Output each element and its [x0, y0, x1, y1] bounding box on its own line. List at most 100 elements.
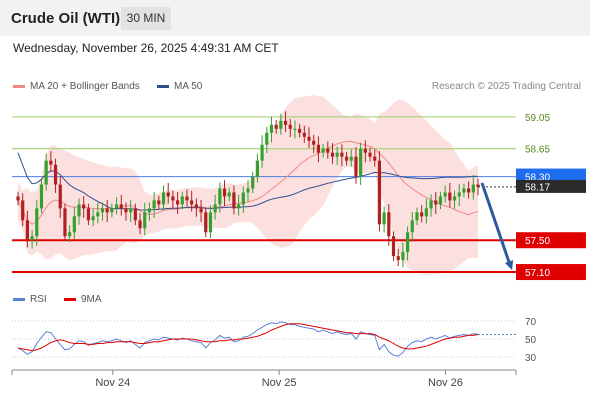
- candle-body: [114, 204, 119, 209]
- candle-body: [434, 200, 438, 205]
- candle-body: [16, 196, 20, 201]
- level-tag-57.10: [516, 264, 586, 281]
- candle-body: [208, 212, 213, 233]
- candle-body: [96, 212, 100, 217]
- legend-ma50-swatch: [157, 84, 169, 88]
- candle-body: [260, 144, 264, 161]
- candle-body: [283, 120, 288, 125]
- last-price-label: 58.17: [525, 182, 550, 193]
- candle-body: [467, 188, 471, 193]
- candle-body: [302, 132, 306, 137]
- candle-body: [39, 184, 44, 209]
- candle-body: [269, 124, 274, 133]
- candle-body: [476, 184, 480, 187]
- candle-body: [316, 144, 321, 153]
- forecast-arrow-shaft: [480, 182, 511, 263]
- x-tick-label-Nov 26: Nov 26: [428, 377, 463, 389]
- x-tick-label-Nov 24: Nov 24: [95, 377, 130, 389]
- candle-body: [171, 196, 175, 201]
- timeframe-button[interactable]: 30 MIN: [121, 7, 171, 30]
- candle-body: [185, 196, 189, 201]
- candle-body: [368, 152, 372, 157]
- candle-body: [241, 192, 245, 205]
- candle-body: [448, 192, 452, 201]
- candle-body: [218, 188, 222, 205]
- legend-ma20-swatch: [13, 84, 25, 88]
- candle-body: [274, 124, 278, 129]
- candle-body: [391, 236, 396, 257]
- candle-body: [405, 232, 410, 253]
- candle-body: [387, 212, 391, 237]
- candle-body: [152, 200, 156, 209]
- candle-body: [58, 184, 62, 209]
- candle-body: [199, 208, 203, 213]
- candle-body: [424, 208, 428, 217]
- candle-body: [25, 220, 29, 241]
- candle-body: [265, 132, 269, 145]
- legend-rsi-ma-swatch: [64, 297, 76, 301]
- candle-body: [124, 208, 128, 213]
- candle-body: [68, 232, 72, 237]
- candle-body: [293, 128, 297, 130]
- candle-body: [232, 192, 236, 209]
- copyright-text: Research © 2025 Trading Central: [431, 81, 581, 92]
- candle-body: [354, 156, 358, 177]
- candle-body: [21, 200, 25, 221]
- timestamp: Wednesday, November 26, 2025 4:49:31 AM …: [13, 41, 279, 55]
- legend-rsi-ma-label: 9MA: [81, 294, 102, 305]
- rsi-ma-line: [17, 323, 479, 352]
- candle-body: [288, 124, 292, 129]
- candle-body: [382, 212, 386, 225]
- rsi-level-label-50: 50: [525, 335, 537, 346]
- level-tag-57.50: [516, 232, 586, 249]
- last-price-tag: [516, 179, 586, 193]
- candle-body: [175, 200, 180, 205]
- candle-body: [255, 160, 259, 177]
- candle-body: [298, 128, 302, 133]
- candle-body: [35, 208, 39, 237]
- candle-body: [335, 152, 339, 157]
- candle-body: [82, 204, 86, 209]
- candle-body: [110, 208, 114, 213]
- candle-body: [340, 152, 344, 157]
- instrument-title: Crude Oil (WTI): [11, 10, 121, 27]
- candle-body: [194, 204, 198, 209]
- candle-body: [133, 208, 137, 221]
- candle-body: [307, 136, 311, 141]
- candle-body: [429, 200, 433, 209]
- candle-body: [204, 212, 208, 233]
- candle-body: [438, 196, 443, 205]
- candle-body: [462, 188, 466, 193]
- candle-body: [147, 208, 152, 213]
- legend-ma50: MA 50: [157, 81, 202, 92]
- candle-body: [349, 156, 353, 161]
- candle-body: [377, 160, 382, 225]
- candle-body: [344, 156, 349, 161]
- candle-body: [415, 212, 419, 221]
- candle-body: [119, 204, 123, 209]
- candle-body: [227, 192, 231, 197]
- candle-body: [72, 216, 76, 233]
- level-label-58.30: 58.30: [525, 173, 550, 184]
- candle-body: [86, 208, 91, 221]
- candle-body: [396, 256, 400, 261]
- chart-header: Crude Oil (WTI) 30 MIN: [0, 0, 590, 36]
- candle-body: [30, 236, 34, 241]
- legend-rsi-label: RSI: [30, 294, 47, 305]
- candle-body: [452, 196, 457, 201]
- candle-body: [213, 204, 217, 213]
- candle-body: [63, 208, 67, 237]
- candle-body: [471, 184, 475, 193]
- legend-ma20-label: MA 20 + Bollinger Bands: [30, 81, 140, 92]
- candle-body: [53, 164, 58, 185]
- rsi-level-label-30: 30: [525, 353, 537, 364]
- legend-rsi-swatch: [13, 297, 25, 301]
- candle-body: [443, 192, 447, 197]
- legend-rsi-ma: 9MA: [64, 294, 102, 305]
- candle-body: [105, 208, 109, 213]
- candle-body: [420, 212, 424, 217]
- candle-body: [91, 216, 95, 221]
- candle-body: [279, 120, 283, 129]
- legend-ma20: MA 20 + Bollinger Bands: [13, 81, 140, 92]
